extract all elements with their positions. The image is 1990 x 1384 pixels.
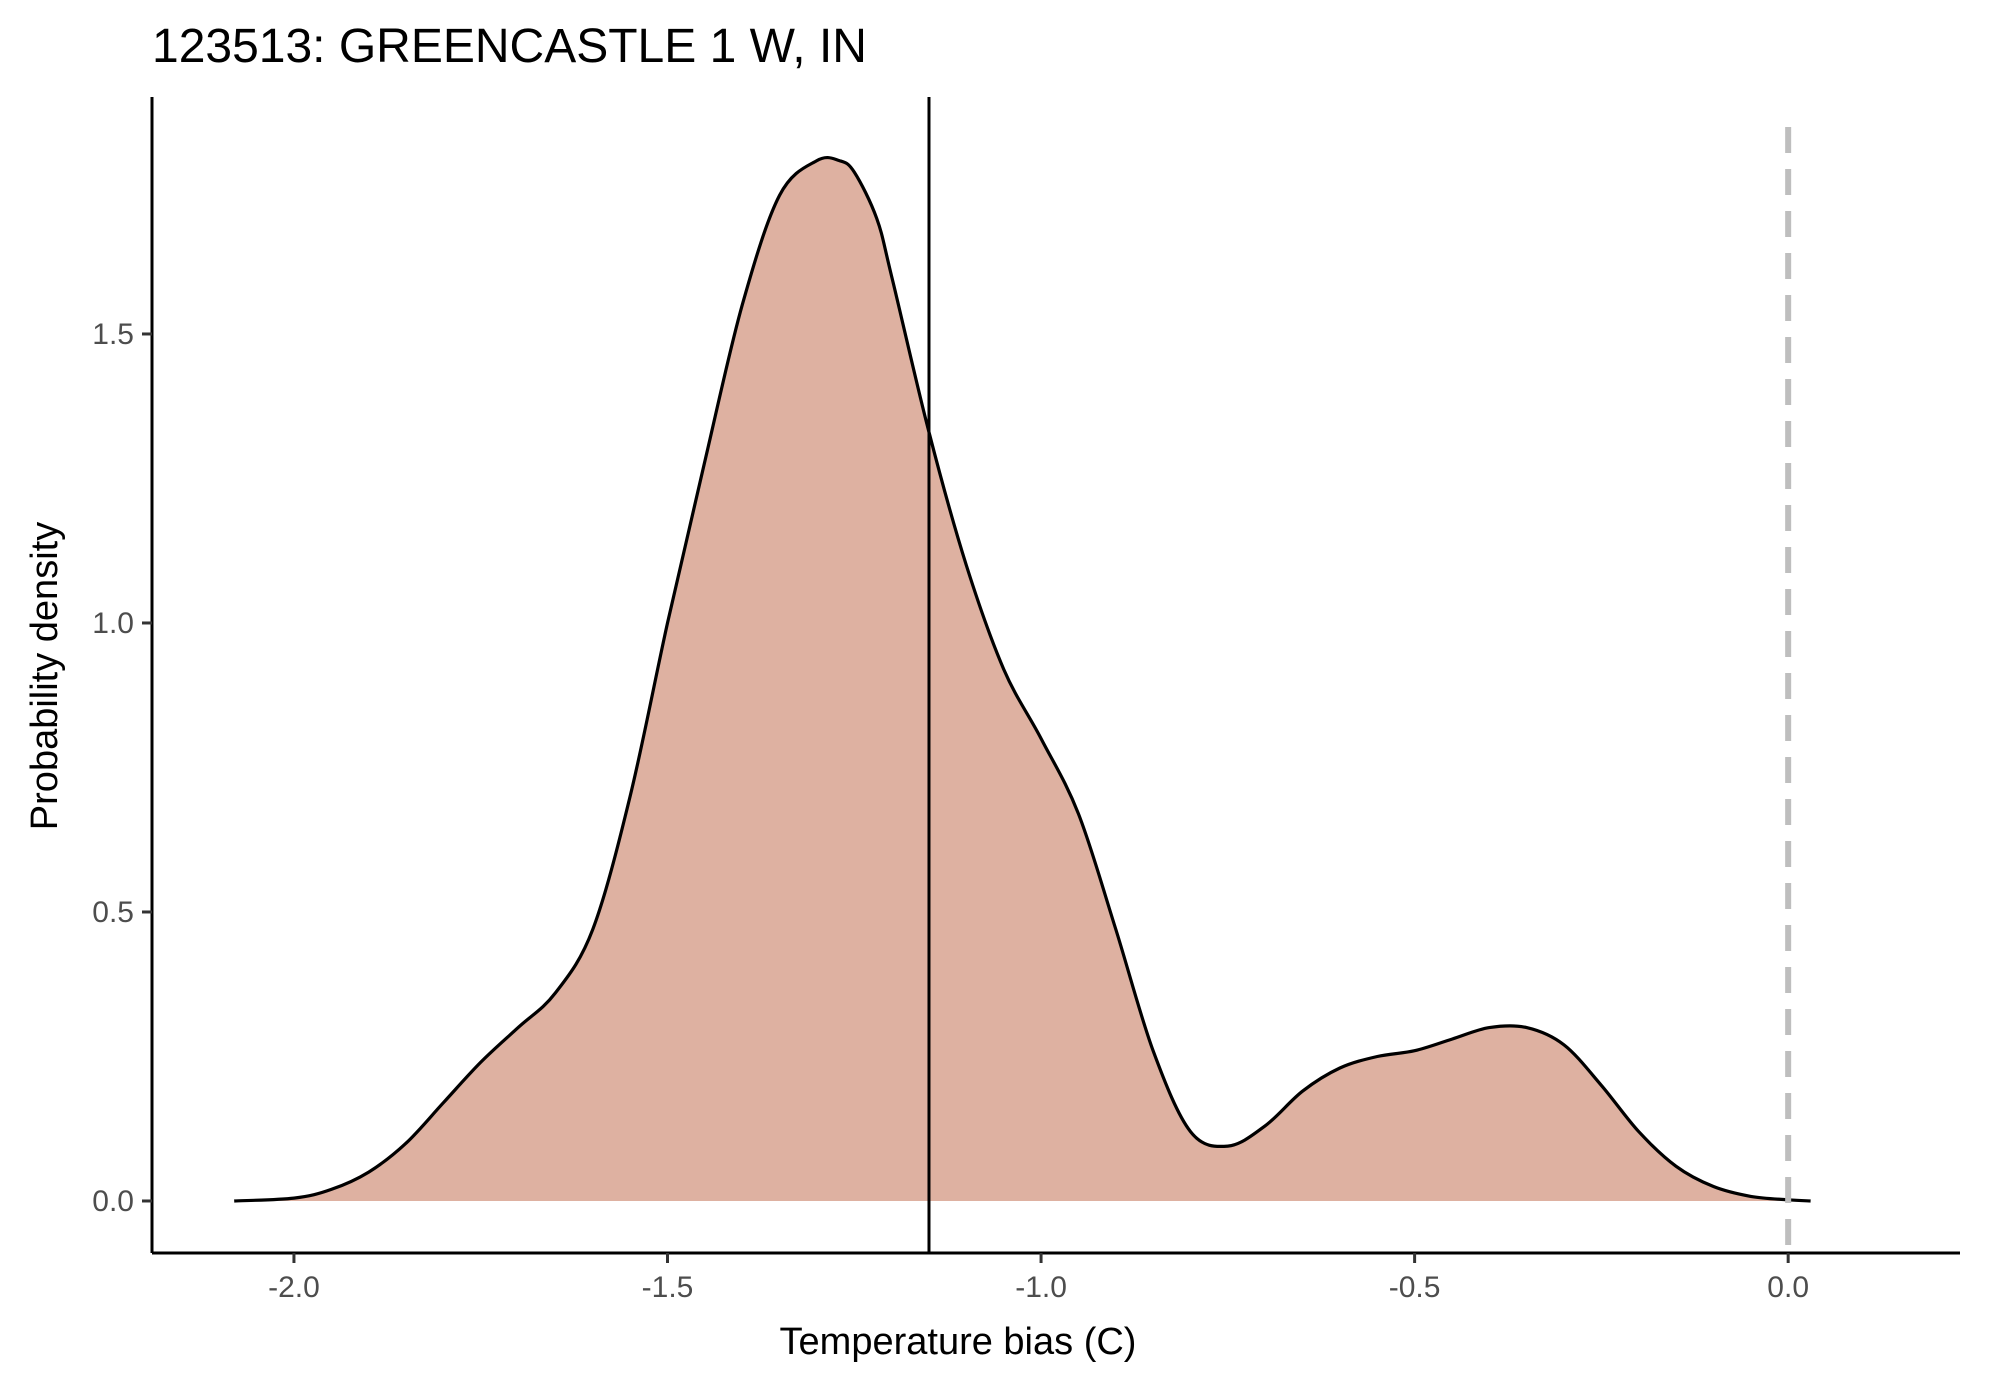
y-tick-label: 1.0 — [92, 607, 134, 640]
x-tick-label: -0.5 — [1389, 1271, 1441, 1304]
chart-title: 123513: GREENCASTLE 1 W, IN — [152, 20, 867, 73]
reference-lines — [927, 97, 1792, 1253]
y-tick-label: 1.5 — [92, 318, 134, 351]
x-tick-label: -1.5 — [642, 1271, 694, 1304]
y-axis-title: Probability density — [24, 522, 66, 830]
x-tick-label: -1.0 — [1015, 1271, 1067, 1304]
y-tick-label: 0.0 — [92, 1185, 134, 1218]
x-tick-label: -2.0 — [268, 1271, 320, 1304]
y-axis-ticks: 0.0 0.5 1.0 1.5 — [92, 318, 152, 1218]
density-fill — [234, 157, 1811, 1202]
x-tick-label: 0.0 — [1767, 1271, 1809, 1304]
plot-area — [234, 97, 1811, 1253]
x-axis-ticks: -2.0 -1.5 -1.0 -0.5 0.0 — [268, 1253, 1809, 1304]
y-tick-label: 0.5 — [92, 896, 134, 929]
x-axis-title: Temperature bias (C) — [780, 1321, 1137, 1363]
density-line — [234, 155, 1811, 1203]
